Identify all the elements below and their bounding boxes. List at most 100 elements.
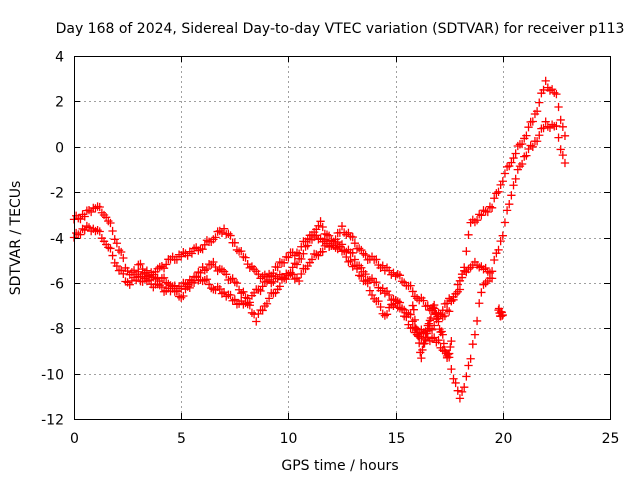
data-point bbox=[112, 239, 122, 248]
data-point bbox=[406, 281, 415, 290]
data-point bbox=[507, 158, 516, 167]
x-tick-label: 25 bbox=[602, 431, 620, 447]
data-point bbox=[282, 274, 291, 284]
data-point bbox=[339, 246, 349, 256]
data-point bbox=[200, 240, 209, 249]
data-point bbox=[352, 264, 362, 274]
data-point bbox=[226, 290, 235, 300]
data-point bbox=[286, 269, 295, 278]
data-point bbox=[187, 249, 197, 258]
y-tick-label: -12 bbox=[41, 413, 64, 429]
data-point bbox=[451, 289, 460, 298]
data-point bbox=[202, 275, 212, 284]
data-point bbox=[106, 244, 115, 253]
data-point bbox=[252, 317, 261, 326]
data-point bbox=[445, 349, 454, 358]
y-tick-label: -4 bbox=[50, 232, 64, 248]
data-point bbox=[483, 267, 492, 276]
data-point bbox=[314, 221, 323, 230]
data-point bbox=[237, 247, 246, 256]
data-point bbox=[162, 260, 171, 269]
data-point bbox=[433, 312, 442, 321]
data-point bbox=[119, 253, 128, 263]
data-point bbox=[361, 250, 370, 260]
data-point bbox=[172, 286, 182, 296]
data-point bbox=[437, 327, 446, 336]
chart-title: Day 168 of 2024, Sidereal Day-to-day VTE… bbox=[56, 21, 625, 37]
data-point bbox=[258, 282, 267, 291]
data-point bbox=[309, 232, 319, 242]
data-point bbox=[498, 310, 507, 320]
data-point bbox=[273, 263, 282, 272]
data-point bbox=[219, 288, 229, 297]
data-point bbox=[505, 200, 514, 209]
data-point bbox=[532, 137, 542, 146]
data-point bbox=[427, 325, 437, 334]
data-point bbox=[297, 254, 306, 264]
data-point bbox=[108, 251, 117, 260]
data-point bbox=[426, 313, 436, 323]
data-point bbox=[402, 312, 411, 322]
data-point bbox=[500, 169, 510, 178]
data-point bbox=[117, 247, 126, 257]
data-point bbox=[522, 151, 531, 160]
data-point bbox=[446, 342, 455, 352]
data-point bbox=[294, 276, 304, 286]
data-point bbox=[438, 330, 447, 339]
data-point bbox=[108, 226, 117, 236]
data-point bbox=[297, 269, 306, 279]
data-point bbox=[256, 286, 265, 296]
data-point bbox=[420, 339, 429, 348]
data-point bbox=[192, 273, 201, 282]
data-point bbox=[264, 294, 274, 303]
data-point bbox=[455, 394, 465, 403]
data-point bbox=[209, 257, 218, 267]
data-point bbox=[215, 284, 224, 294]
data-point bbox=[502, 206, 512, 215]
x-tick-labels: 0 5 10 15 20 25 bbox=[70, 431, 619, 447]
data-point bbox=[157, 282, 167, 292]
data-point bbox=[363, 278, 372, 288]
data-point bbox=[511, 149, 520, 158]
data-point bbox=[509, 181, 518, 190]
data-point bbox=[494, 187, 503, 196]
y-axis-label: SDTVAR / TECUs bbox=[8, 181, 24, 296]
data-point bbox=[455, 285, 465, 294]
data-point bbox=[477, 211, 486, 220]
data-point bbox=[464, 230, 473, 239]
y-tick-label: -2 bbox=[50, 186, 64, 202]
data-point bbox=[447, 365, 456, 374]
y-tick-labels: 4 2 0 -2 -4 -6 -8 -10 -12 bbox=[41, 50, 64, 429]
data-point bbox=[170, 281, 179, 290]
grid bbox=[74, 56, 610, 419]
data-point bbox=[451, 378, 460, 388]
data-point bbox=[417, 353, 426, 363]
data-point bbox=[230, 295, 239, 304]
data-point bbox=[410, 315, 420, 325]
data-point bbox=[262, 299, 272, 308]
data-point bbox=[535, 98, 544, 107]
data-point bbox=[241, 253, 250, 262]
data-points bbox=[69, 76, 570, 403]
data-point bbox=[554, 102, 563, 112]
data-point bbox=[279, 258, 289, 267]
data-point bbox=[350, 239, 360, 248]
data-point bbox=[470, 330, 480, 339]
data-point bbox=[558, 151, 567, 160]
data-point bbox=[198, 245, 207, 254]
data-point bbox=[460, 383, 469, 392]
data-point bbox=[408, 287, 417, 296]
data-point bbox=[472, 216, 482, 225]
data-point bbox=[385, 266, 394, 275]
data-point bbox=[232, 278, 242, 288]
data-point bbox=[397, 305, 407, 314]
data-point bbox=[374, 296, 383, 306]
data-point bbox=[535, 131, 544, 140]
data-point bbox=[217, 228, 227, 237]
data-point bbox=[494, 245, 503, 255]
data-point bbox=[119, 269, 128, 278]
data-point bbox=[554, 133, 563, 142]
data-point bbox=[443, 350, 453, 359]
y-tick-label: -8 bbox=[50, 322, 64, 338]
